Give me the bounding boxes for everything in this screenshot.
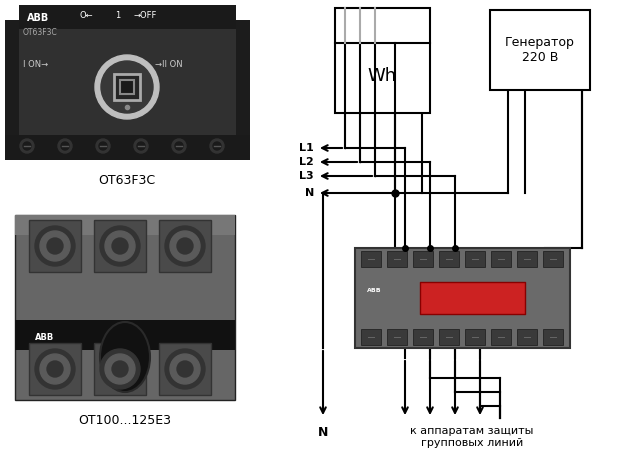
Bar xyxy=(5,20,19,160)
Circle shape xyxy=(170,231,200,261)
Text: L3: L3 xyxy=(299,171,314,181)
Ellipse shape xyxy=(100,322,150,392)
Circle shape xyxy=(35,226,75,266)
Circle shape xyxy=(101,61,153,113)
Circle shape xyxy=(177,238,193,254)
Bar xyxy=(29,220,81,272)
Bar xyxy=(159,343,211,395)
Circle shape xyxy=(170,354,200,384)
Bar xyxy=(5,135,250,160)
Circle shape xyxy=(112,238,128,254)
Bar xyxy=(15,215,235,235)
Bar xyxy=(439,329,459,345)
Text: L2: L2 xyxy=(299,157,314,167)
Bar xyxy=(465,329,485,345)
Text: OT63F3C: OT63F3C xyxy=(98,174,156,187)
Bar xyxy=(159,220,211,272)
Circle shape xyxy=(210,139,224,153)
Circle shape xyxy=(61,142,69,150)
Circle shape xyxy=(177,361,193,377)
Text: 1: 1 xyxy=(115,10,120,20)
Text: 0: 0 xyxy=(128,333,132,342)
Circle shape xyxy=(105,231,135,261)
Text: OT63F3C: OT63F3C xyxy=(23,28,58,37)
Bar xyxy=(29,343,81,395)
Bar xyxy=(19,5,236,160)
Bar xyxy=(491,251,511,267)
Circle shape xyxy=(47,238,63,254)
Bar xyxy=(517,329,537,345)
Circle shape xyxy=(40,231,70,261)
Circle shape xyxy=(96,139,110,153)
Text: L1: L1 xyxy=(299,143,314,153)
Bar xyxy=(413,329,433,345)
Bar xyxy=(517,251,537,267)
Bar xyxy=(543,329,563,345)
Circle shape xyxy=(175,142,183,150)
Bar xyxy=(491,329,511,345)
Circle shape xyxy=(23,142,31,150)
Bar xyxy=(413,251,433,267)
Bar xyxy=(420,282,525,314)
Circle shape xyxy=(58,139,72,153)
Bar xyxy=(439,251,459,267)
Circle shape xyxy=(134,139,148,153)
Bar xyxy=(465,251,485,267)
Circle shape xyxy=(100,349,140,389)
Bar xyxy=(361,329,381,345)
Circle shape xyxy=(20,139,34,153)
Bar xyxy=(15,215,235,400)
Text: I ON→: I ON→ xyxy=(23,60,48,69)
Circle shape xyxy=(213,142,221,150)
Text: OT100...125E3: OT100...125E3 xyxy=(78,414,172,427)
Circle shape xyxy=(35,349,75,389)
Text: Генератор
220 В: Генератор 220 В xyxy=(505,36,575,64)
Circle shape xyxy=(165,226,205,266)
Text: O←: O← xyxy=(80,10,94,20)
Text: N: N xyxy=(305,188,314,198)
Bar xyxy=(387,251,407,267)
Bar xyxy=(114,74,140,100)
Circle shape xyxy=(172,139,186,153)
Text: ABB: ABB xyxy=(367,288,382,293)
Text: →OFF: →OFF xyxy=(133,10,156,20)
Bar xyxy=(236,20,250,160)
Circle shape xyxy=(165,349,205,389)
Bar xyxy=(543,251,563,267)
Text: →II ON: →II ON xyxy=(155,60,183,69)
Text: ABB: ABB xyxy=(27,13,49,23)
Bar xyxy=(387,329,407,345)
Bar xyxy=(94,220,146,272)
Bar xyxy=(94,343,146,395)
Bar xyxy=(355,248,570,348)
Text: ABB: ABB xyxy=(35,333,54,342)
Bar xyxy=(19,5,236,29)
Text: Wh: Wh xyxy=(368,67,397,85)
Circle shape xyxy=(137,142,145,150)
Text: N: N xyxy=(318,426,328,439)
Bar xyxy=(120,80,134,94)
Bar xyxy=(15,320,235,350)
Circle shape xyxy=(100,226,140,266)
Circle shape xyxy=(112,361,128,377)
Circle shape xyxy=(47,361,63,377)
Bar xyxy=(335,8,430,113)
Bar xyxy=(361,251,381,267)
Circle shape xyxy=(105,354,135,384)
Circle shape xyxy=(99,142,107,150)
Text: к аппаратам защиты
групповых линий: к аппаратам защиты групповых линий xyxy=(411,426,534,448)
Circle shape xyxy=(40,354,70,384)
Bar xyxy=(490,10,590,90)
Circle shape xyxy=(95,55,159,119)
